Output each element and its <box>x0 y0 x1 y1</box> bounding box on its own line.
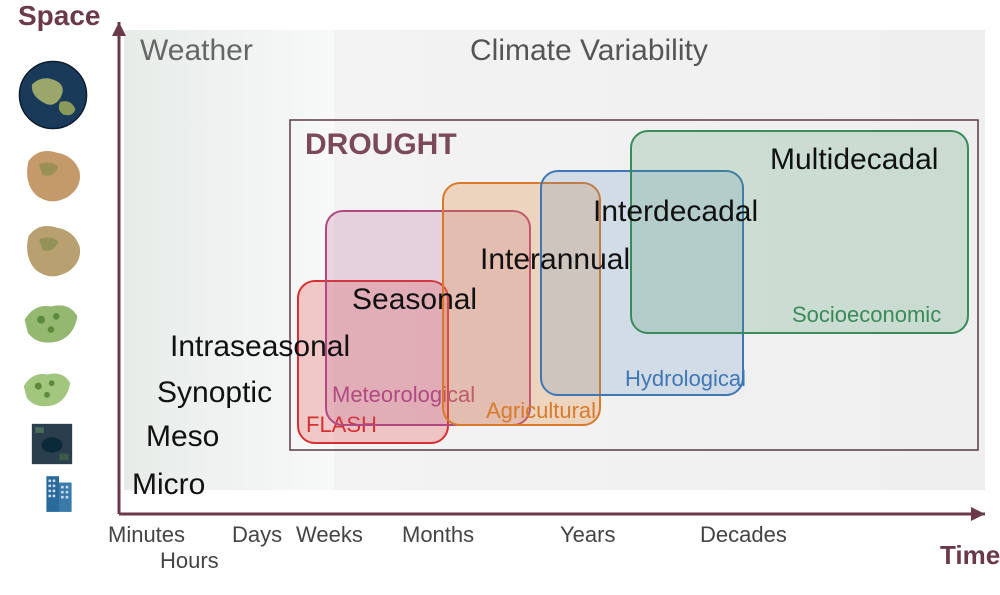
drought-agricultural-label: Agricultural <box>486 398 596 424</box>
scale-meso: Meso <box>146 420 219 454</box>
space-icon-continent <box>18 140 88 210</box>
band-label-1: Climate Variability <box>470 34 708 68</box>
scale-seasonal: Seasonal <box>352 283 477 317</box>
scale-interdecadal: Interdecadal <box>593 195 758 229</box>
drought-socioeconomic-label: Socioeconomic <box>792 302 941 328</box>
drought-title: DROUGHT <box>305 128 457 162</box>
space-icon-globe <box>18 60 88 130</box>
space-icon-local <box>28 420 76 468</box>
xtick-months: Months <box>402 522 474 548</box>
xtick-decades: Decades <box>700 522 787 548</box>
scale-micro: Micro <box>132 468 205 502</box>
scale-intraseasonal: Intraseasonal <box>170 330 350 364</box>
xtick-days: Days <box>232 522 282 548</box>
drought-hydrological-label: Hydrological <box>625 366 746 392</box>
scale-synoptic: Synoptic <box>157 376 272 410</box>
space-icon-subregion <box>18 360 76 418</box>
scale-multidecadal: Multidecadal <box>770 143 938 177</box>
diagram-stage: { "canvas": { "w": 1000, "h": 595, "bg":… <box>0 0 1000 595</box>
xtick-minutes: Minutes <box>108 522 185 548</box>
space-icon-country <box>18 215 88 285</box>
space-icon-building <box>38 472 80 514</box>
xtick-years: Years <box>560 522 615 548</box>
band-label-0: Weather <box>140 34 253 68</box>
space-icon-region <box>18 290 84 356</box>
scale-interannual: Interannual <box>480 243 630 277</box>
xtick-hours: Hours <box>160 548 219 574</box>
xtick-weeks: Weeks <box>296 522 363 548</box>
